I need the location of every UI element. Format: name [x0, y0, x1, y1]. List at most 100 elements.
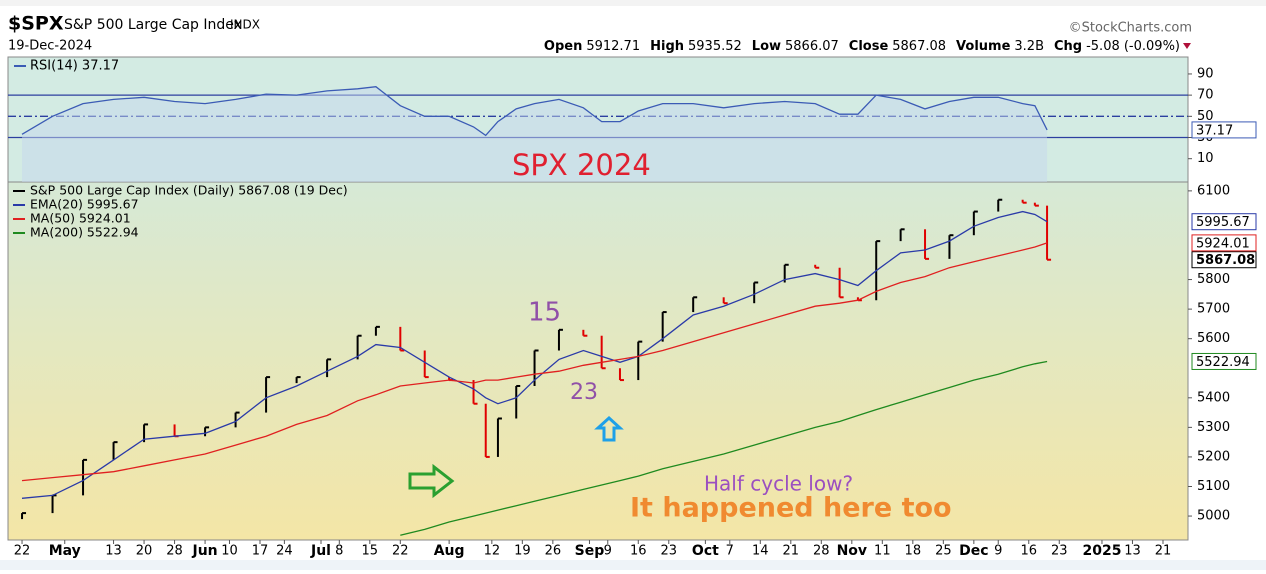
x-tick-label: Sep [575, 543, 605, 559]
series-line [400, 360, 1048, 536]
quote-value: 5912.71 [586, 39, 640, 54]
x-tick-label: 12 [484, 544, 501, 559]
x-tick-label: 16 [1020, 544, 1037, 559]
x-tick-label: 13 [1124, 544, 1141, 559]
bottom-strip [0, 560, 1266, 570]
legend-label: RSI(14) 37.17 [30, 59, 119, 74]
x-tick-label: 20 [136, 544, 153, 559]
x-tick-label: 22 [392, 544, 409, 559]
x-tick-label: 7 [726, 544, 734, 559]
value-box-label: 37.17 [1196, 123, 1233, 138]
annotation: 15 [528, 298, 561, 328]
x-tick-label: Jul [310, 543, 331, 559]
quote-label: Low [752, 39, 781, 54]
x-tick-label: 23 [661, 544, 678, 559]
quote-label: Chg [1054, 39, 1082, 54]
x-tick-label: 14 [752, 544, 769, 559]
legend-label: MA(50) 5924.01 [30, 211, 131, 226]
annotation: SPX 2024 [512, 148, 651, 182]
quote-label: Close [849, 39, 889, 54]
legend-label: S&P 500 Large Cap Index (Daily) 5867.08 … [30, 183, 348, 198]
series-line [21, 210, 1048, 499]
series-line [21, 242, 1048, 482]
down-icon [1183, 43, 1191, 49]
annotation: Half cycle low? [704, 472, 853, 496]
x-tick-label: 13 [105, 544, 122, 559]
value-box-label: 5995.67 [1196, 215, 1250, 230]
x-tick-label: 11 [874, 544, 891, 559]
green-arrow [408, 463, 455, 499]
quote-label: Open [544, 39, 582, 54]
y-tick-label: 50 [1197, 109, 1214, 124]
x-tick-label: 19 [514, 544, 531, 559]
quote-label: Volume [956, 39, 1011, 54]
x-tick-label: Dec [959, 543, 988, 559]
x-tick-label: 28 [813, 544, 830, 559]
x-tick-label: 22 [14, 544, 31, 559]
value-box [1191, 121, 1257, 139]
y-tick-label: 5700 [1197, 302, 1230, 317]
quote: Open 5912.71 High 5935.52 Low 5866.07 Close 586… [544, 39, 1180, 54]
exchange: INDX [230, 18, 260, 32]
value-box [1191, 234, 1257, 252]
top-strip [0, 0, 1266, 6]
quote-value: -5.08 (-0.09%) [1086, 39, 1180, 54]
y-tick-label: 10 [1197, 151, 1214, 166]
legend-label: EMA(20) 5995.67 [30, 197, 139, 212]
y-tick-label: 5400 [1197, 390, 1230, 405]
value-box [1191, 213, 1257, 231]
x-tick-label: Aug [434, 543, 465, 559]
x-tick-label: 21 [1155, 544, 1172, 559]
value-box-label: 5924.01 [1196, 236, 1250, 251]
x-tick-label: 9 [604, 544, 612, 559]
blue-arrow [594, 415, 624, 442]
y-tick-label: 70 [1197, 88, 1214, 103]
x-tick-label: 23 [1051, 544, 1068, 559]
quote-value: 5867.08 [892, 39, 946, 54]
x-tick-label: May [49, 543, 81, 559]
quote-value: 3.2B [1014, 39, 1044, 54]
x-tick-label: 26 [545, 544, 562, 559]
y-tick-label: 5200 [1197, 449, 1230, 464]
y-tick-label: 90 [1197, 66, 1214, 81]
value-box [1191, 352, 1257, 370]
y-tick-label: 5300 [1197, 420, 1230, 435]
x-tick-label: 28 [166, 544, 183, 559]
y-tick-label: 5800 [1197, 272, 1230, 287]
x-tick-label: 16 [630, 544, 647, 559]
quote-value: 5866.07 [785, 39, 839, 54]
x-tick-label: 2025 [1082, 543, 1121, 559]
quote-label: High [650, 39, 684, 54]
x-tick-label: 18 [905, 544, 922, 559]
x-tick-label: 21 [783, 544, 800, 559]
series-area [22, 86, 1048, 182]
brand: ©StockCharts.com [1069, 21, 1192, 36]
value-box [1191, 251, 1257, 269]
y-tick-label: 6100 [1197, 183, 1230, 198]
value-box-label: 5867.08 [1196, 253, 1255, 268]
legend-label: MA(200) 5522.94 [30, 225, 139, 240]
series-line [21, 86, 1048, 137]
quote-value: 5935.52 [688, 39, 742, 54]
y-tick-label: 5000 [1197, 509, 1230, 524]
value-box-label: 5522.94 [1196, 355, 1250, 370]
x-tick-label: 25 [935, 544, 952, 559]
y-tick-label: 5600 [1197, 331, 1230, 346]
index-name: S&P 500 Large Cap Index [64, 17, 242, 33]
x-tick-label: Oct [692, 543, 719, 559]
symbol: $SPX [8, 13, 64, 35]
x-tick-label: 10 [221, 544, 238, 559]
x-tick-label: 17 [252, 544, 269, 559]
x-tick-label: 9 [994, 544, 1002, 559]
x-tick-label: Jun [191, 543, 217, 559]
x-tick-label: 24 [276, 544, 293, 559]
price-panel [7, 181, 1189, 541]
x-tick-label: 8 [335, 544, 343, 559]
y-tick-label: 5100 [1197, 479, 1230, 494]
x-tick-label: Nov [837, 543, 867, 559]
x-tick-label: 15 [362, 544, 379, 559]
date: 19-Dec-2024 [8, 39, 92, 54]
annotation: 23 [570, 380, 598, 405]
